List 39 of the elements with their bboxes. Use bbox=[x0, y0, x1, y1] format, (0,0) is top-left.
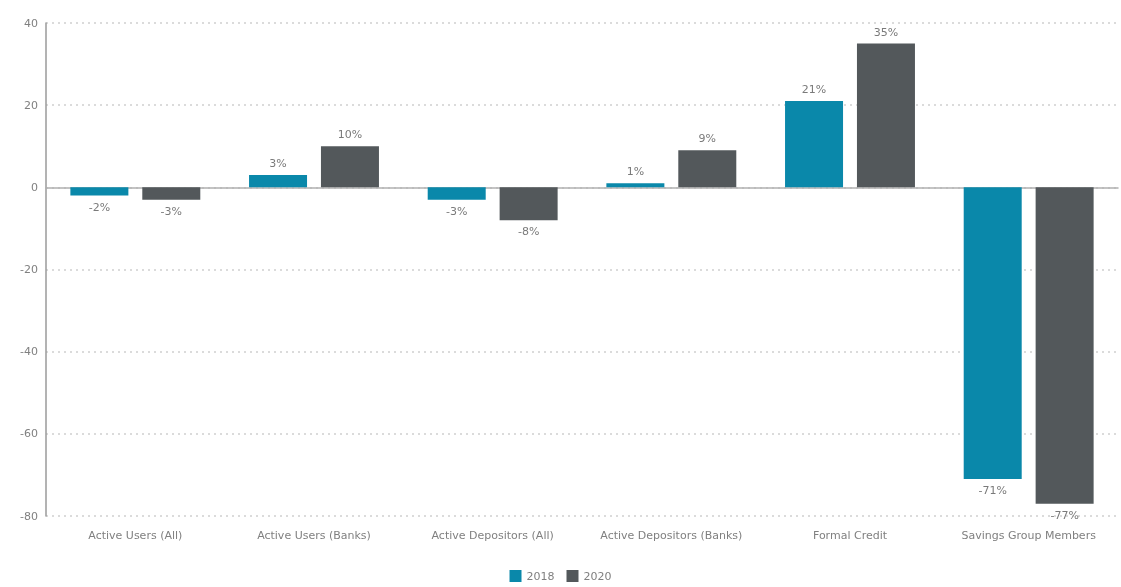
y-tick-label: 40 bbox=[24, 16, 38, 30]
bar bbox=[70, 187, 129, 196]
bar bbox=[785, 101, 844, 188]
bar bbox=[606, 183, 665, 188]
y-tick-label: -80 bbox=[20, 509, 38, 523]
bar bbox=[427, 187, 486, 200]
bar bbox=[320, 146, 379, 188]
data-label: -71% bbox=[978, 484, 1007, 498]
bar bbox=[856, 43, 915, 188]
data-label: 9% bbox=[698, 132, 717, 146]
data-label: 21% bbox=[801, 83, 827, 97]
bar bbox=[1035, 187, 1094, 504]
legend-label: 2020 bbox=[583, 569, 612, 583]
data-label: -77% bbox=[1050, 508, 1079, 522]
legend-label: 2018 bbox=[526, 569, 555, 583]
data-label: 10% bbox=[337, 128, 363, 142]
bar bbox=[249, 175, 308, 188]
bar bbox=[142, 187, 201, 200]
y-tick-label: 20 bbox=[24, 98, 38, 112]
x-tick-label: Active Depositors (All) bbox=[431, 529, 554, 542]
data-label: 1% bbox=[626, 165, 645, 179]
data-label: 35% bbox=[873, 25, 899, 39]
x-tick-label: Formal Credit bbox=[812, 529, 888, 542]
y-tick-label: -20 bbox=[20, 263, 38, 276]
data-label: -8% bbox=[517, 225, 540, 239]
bar bbox=[499, 187, 558, 221]
bar bbox=[963, 187, 1022, 480]
data-label: -2% bbox=[88, 200, 111, 214]
x-tick-label: Active Depositors (Banks) bbox=[600, 529, 743, 542]
x-tick-label: Savings Group Members bbox=[961, 529, 1097, 542]
data-label: -3% bbox=[446, 204, 468, 218]
bar bbox=[678, 150, 737, 188]
data-label: 3% bbox=[269, 157, 287, 171]
y-tick-label: -60 bbox=[20, 427, 38, 441]
data-label: -3% bbox=[160, 204, 182, 218]
x-tick-label: Active Users (All) bbox=[88, 529, 183, 542]
x-tick-label: Active Users (Banks) bbox=[257, 529, 371, 542]
y-tick-label: 0 bbox=[31, 180, 38, 194]
y-tick-label: -40 bbox=[20, 345, 38, 359]
